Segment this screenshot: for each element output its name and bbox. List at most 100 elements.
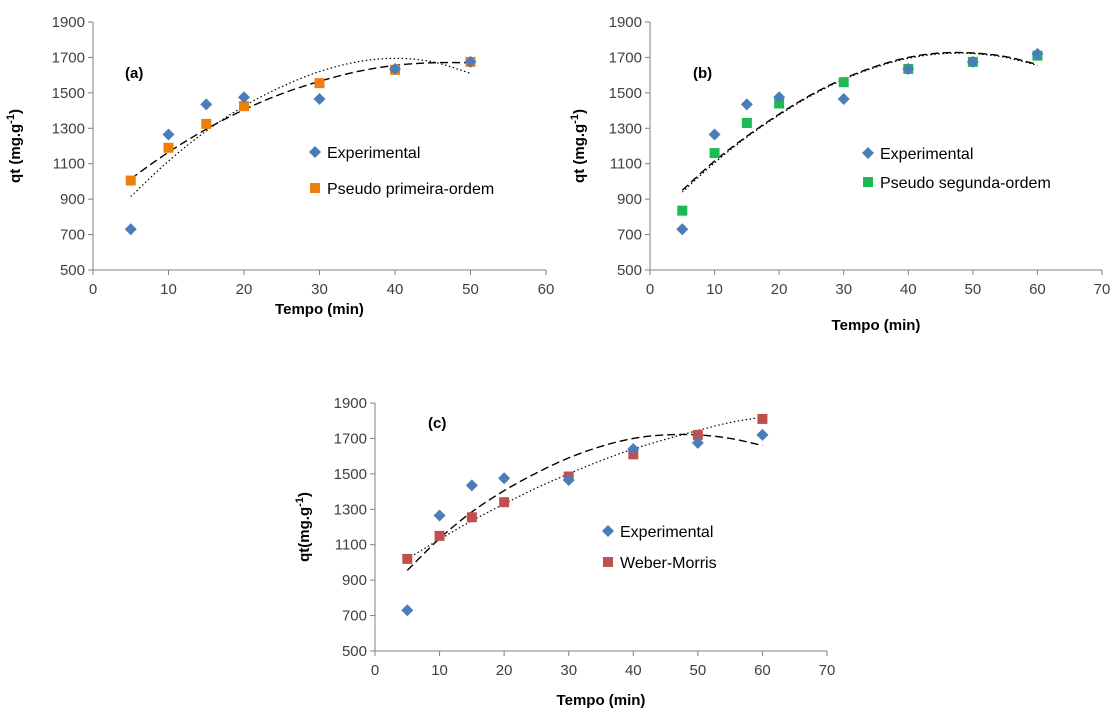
data-point-square	[499, 497, 510, 508]
y-tick-label: 500	[342, 643, 367, 660]
data-point-square	[757, 413, 768, 424]
legend-entry: Pseudo primeira-ordem	[327, 181, 494, 198]
data-point-square	[125, 175, 136, 186]
data-point-square	[692, 429, 703, 440]
data-point-square	[239, 101, 249, 112]
y-tick-label: 500	[60, 262, 85, 279]
y-tick-label: 700	[60, 227, 85, 244]
data-point-square	[402, 553, 413, 564]
legend-marker-diamond	[602, 525, 614, 537]
x-tick-label: 50	[690, 662, 707, 679]
legend-marker-square	[603, 557, 613, 567]
x-tick-label: 60	[1029, 281, 1046, 298]
data-point-diamond	[773, 91, 786, 104]
y-tick-label: 1700	[52, 49, 85, 66]
y-tick-label: 1300	[52, 120, 85, 137]
data-point-square	[774, 98, 785, 109]
data-point-diamond	[740, 98, 753, 111]
panel-label: (a)	[125, 65, 143, 82]
panel-label: (b)	[693, 65, 712, 82]
data-point-square	[709, 148, 720, 159]
y-axis-title: qt (mg.g-1)	[5, 109, 24, 183]
y-tick-label: 1100	[335, 537, 367, 554]
data-point-diamond	[200, 98, 213, 111]
chart-panel-1: 500 700 900 1100 1300 1500 1700 1900 0 10 20 30 40 50…	[569, 14, 1110, 334]
x-tick-label: 0	[89, 281, 97, 298]
data-point-square	[677, 205, 688, 216]
trendline-dotted	[130, 57, 471, 197]
x-tick-label: 70	[819, 662, 836, 679]
data-point-diamond	[162, 128, 175, 141]
x-tick-label: 20	[771, 281, 788, 298]
data-point-diamond	[562, 474, 575, 487]
data-point-square	[838, 77, 849, 88]
x-tick-label: 70	[1094, 281, 1111, 298]
y-tick-label: 900	[60, 191, 85, 208]
trendline-dashed	[130, 61, 471, 180]
y-tick-label: 1300	[609, 120, 642, 137]
data-point-diamond	[498, 472, 511, 485]
x-tick-label: 40	[387, 281, 404, 298]
y-tick-label: 700	[617, 227, 642, 244]
x-tick-label: 0	[371, 662, 379, 679]
y-tick-label: 1300	[334, 501, 367, 518]
legend-marker-square	[863, 177, 873, 187]
x-tick-label: 60	[538, 281, 555, 298]
x-tick-label: 50	[462, 281, 479, 298]
data-point-diamond	[389, 62, 401, 75]
x-tick-label: 0	[646, 281, 654, 298]
data-point-diamond	[313, 93, 326, 106]
y-tick-label: 1900	[52, 14, 85, 31]
data-point-diamond	[465, 479, 478, 492]
trendline-dashed	[406, 433, 763, 571]
y-tick-label: 1700	[609, 49, 642, 66]
x-tick-label: 20	[236, 281, 253, 298]
legend-marker-diamond	[862, 147, 874, 159]
y-tick-label: 1500	[52, 85, 85, 102]
x-tick-label: 10	[160, 281, 177, 298]
panel-label: (c)	[428, 415, 446, 432]
y-tick-label: 1900	[334, 395, 367, 412]
x-axis-title: Tempo (min)	[275, 301, 364, 318]
x-tick-label: 50	[965, 281, 982, 298]
x-tick-label: 60	[754, 662, 771, 679]
chart-panel-2: 500 700 900 1100 1300 1500 1700 1900 0 10 20 30 40 50…	[294, 395, 835, 709]
data-point-diamond	[837, 93, 850, 106]
y-tick-label: 1100	[610, 156, 642, 173]
data-point-diamond	[691, 436, 704, 449]
data-point-diamond	[676, 223, 689, 236]
legend-entry: Pseudo segunda-ordem	[880, 175, 1051, 192]
data-point-square	[466, 512, 477, 523]
y-tick-label: 900	[617, 191, 642, 208]
x-tick-label: 10	[431, 662, 448, 679]
data-point-diamond	[124, 223, 137, 236]
trendline-dotted	[406, 416, 763, 560]
y-tick-label: 1500	[334, 466, 367, 483]
data-point-diamond	[401, 604, 414, 617]
y-tick-label: 700	[342, 608, 367, 625]
legend-marker-square	[310, 183, 320, 193]
data-point-square	[314, 78, 325, 89]
y-axis-title: qt(mg.g-1)	[294, 492, 313, 562]
legend-entry: Experimental	[620, 524, 713, 541]
x-axis-title: Tempo (min)	[832, 317, 921, 334]
y-axis-title: qt (mg.g-1)	[569, 109, 588, 183]
data-point-diamond	[708, 128, 721, 141]
data-point-square	[741, 117, 752, 128]
data-point-diamond	[433, 509, 446, 522]
x-tick-label: 40	[625, 662, 642, 679]
y-tick-label: 1700	[334, 430, 367, 447]
x-tick-label: 40	[900, 281, 917, 298]
x-tick-label: 30	[311, 281, 328, 298]
data-point-diamond	[1031, 47, 1044, 60]
data-point-diamond	[756, 428, 769, 441]
chart-panel-0: 500 700 900 1100 1300 1500 1700 1900 0 10 20 30 40 50…	[5, 14, 554, 318]
x-tick-label: 30	[835, 281, 852, 298]
x-tick-label: 30	[560, 662, 577, 679]
x-tick-label: 10	[706, 281, 723, 298]
x-tick-label: 20	[496, 662, 513, 679]
legend-marker-diamond	[309, 146, 321, 158]
y-tick-label: 1900	[609, 14, 642, 31]
data-point-square	[163, 142, 174, 153]
